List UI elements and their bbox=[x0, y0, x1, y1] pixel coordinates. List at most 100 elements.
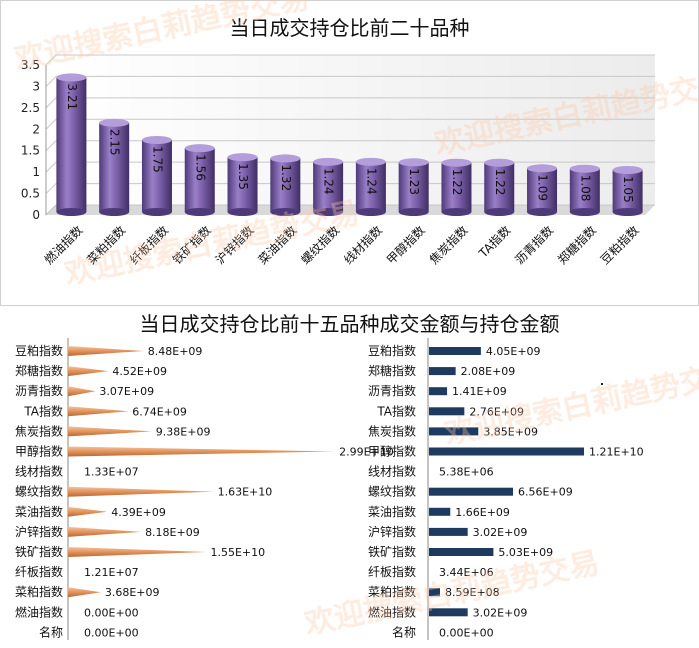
value-label: 3.85E+09 bbox=[483, 425, 538, 438]
bar-value-label: 1.24 bbox=[322, 168, 336, 195]
cone-bar bbox=[68, 426, 152, 437]
category-label: 铁矿指数 bbox=[368, 544, 416, 559]
value-label: 1.55E+10 bbox=[210, 546, 265, 559]
category-label: 线材指数 bbox=[15, 464, 63, 479]
bar-top bbox=[184, 144, 215, 153]
bar-top bbox=[484, 158, 515, 167]
bar bbox=[429, 387, 448, 396]
cone-bar bbox=[68, 386, 96, 397]
bar-top bbox=[141, 136, 172, 144]
category-label: 线材指数 bbox=[368, 464, 416, 479]
category-label: 沪锌指数 bbox=[368, 524, 416, 539]
value-label: 0.00E+00 bbox=[439, 626, 494, 639]
cone-bar bbox=[68, 346, 144, 356]
bar-group: 1.56 bbox=[184, 144, 215, 216]
bar bbox=[429, 588, 441, 597]
category-label: 沪锌指数 bbox=[15, 524, 63, 539]
bar-value-label: 1.22 bbox=[450, 169, 464, 196]
bar-group: 1.24 bbox=[313, 157, 344, 216]
category-label: 菜粕指数 bbox=[368, 584, 416, 599]
bar-base bbox=[270, 208, 301, 216]
bar-base bbox=[227, 208, 258, 216]
category-label: 甲醇指数 bbox=[15, 444, 63, 459]
category-label: 名称 bbox=[392, 624, 416, 639]
bar-value-label: 1.22 bbox=[493, 169, 507, 196]
chart-title-bottom: 当日成交持仓比前十五品种成交金额与持仓金额 bbox=[139, 312, 560, 336]
category-label: 菜油指数 bbox=[15, 504, 63, 519]
bar bbox=[56, 77, 87, 212]
cone-bar bbox=[68, 547, 207, 557]
category-label: 沥青指数 bbox=[15, 383, 63, 398]
bar-top bbox=[612, 166, 643, 174]
bar-base bbox=[569, 208, 600, 216]
bar-value-label: 1.05 bbox=[621, 176, 635, 203]
y-tick-label: 3 bbox=[32, 79, 40, 93]
y-tick-label: 0.5 bbox=[21, 187, 40, 201]
y-tick-label: 1.5 bbox=[21, 144, 40, 158]
category-label: 甲醇指数 bbox=[368, 444, 416, 459]
y-tick-label: 1 bbox=[32, 165, 40, 179]
category-label: 螺纹指数 bbox=[15, 484, 63, 499]
value-label: 4.05E+09 bbox=[486, 345, 541, 358]
category-label: 燃油指数 bbox=[15, 604, 63, 619]
category-label: 纤板指数 bbox=[15, 564, 63, 579]
bar-base bbox=[612, 208, 643, 216]
bar bbox=[398, 162, 429, 212]
bar bbox=[527, 168, 558, 212]
value-label: 3.68E+09 bbox=[105, 586, 160, 599]
chart-title-top: 当日成交持仓比前二十品种 bbox=[229, 16, 470, 40]
value-label: 8.48E+09 bbox=[148, 345, 203, 358]
value-label: 0.00E+00 bbox=[84, 626, 139, 639]
value-label: 5.38E+06 bbox=[439, 466, 494, 479]
cone-bar bbox=[68, 587, 101, 598]
bar bbox=[429, 527, 468, 536]
bar-group: 1.75 bbox=[141, 136, 172, 216]
bar-base bbox=[355, 208, 386, 216]
bar bbox=[429, 548, 494, 556]
category-label: 螺纹指数 bbox=[368, 484, 416, 499]
bar-value-label: 1.08 bbox=[578, 175, 592, 202]
bar-value-label: 2.15 bbox=[108, 129, 122, 156]
bar-base bbox=[441, 208, 472, 216]
category-label: 菜粕指数 bbox=[15, 584, 63, 599]
bar-base bbox=[56, 208, 87, 216]
category-label: 郑糖指数 bbox=[15, 363, 63, 378]
value-label: 3.44E+06 bbox=[439, 566, 494, 579]
bar-base bbox=[484, 208, 515, 216]
category-label: 铁矿指数 bbox=[15, 544, 63, 559]
gridline bbox=[45, 75, 655, 87]
bar-top bbox=[227, 153, 258, 162]
gridline bbox=[45, 97, 655, 109]
bar-top bbox=[441, 158, 472, 167]
category-label: TA指数 bbox=[376, 403, 416, 418]
bar-top bbox=[99, 118, 130, 127]
bar-top bbox=[313, 157, 344, 166]
bar-base bbox=[398, 208, 429, 216]
value-label: 4.52E+09 bbox=[112, 365, 167, 378]
bar bbox=[429, 367, 456, 376]
value-label: 5.03E+09 bbox=[498, 546, 553, 559]
y-tick-label: 2.5 bbox=[21, 101, 40, 115]
bar bbox=[313, 161, 344, 212]
value-label: 1.21E+10 bbox=[589, 446, 644, 459]
bar-base bbox=[99, 208, 130, 216]
bar-top bbox=[56, 73, 87, 82]
value-label: 8.59E+08 bbox=[445, 586, 500, 599]
bar bbox=[270, 158, 301, 212]
bar-top bbox=[527, 164, 558, 173]
gridline bbox=[45, 118, 655, 130]
bar-value-label: 3.21 bbox=[65, 83, 79, 110]
bar-value-label: 1.24 bbox=[364, 168, 378, 195]
bar bbox=[429, 608, 468, 617]
value-label: 1.33E+07 bbox=[84, 466, 139, 479]
category-label: 焦炭指数 bbox=[15, 423, 63, 438]
bar-value-label: 1.75 bbox=[150, 146, 164, 173]
bar-value-label: 1.35 bbox=[236, 163, 250, 190]
bar-group: 1.09 bbox=[527, 164, 558, 216]
value-label: 4.39E+09 bbox=[111, 506, 166, 519]
bar bbox=[141, 140, 172, 212]
value-label: 3.07E+09 bbox=[99, 385, 154, 398]
bar bbox=[429, 427, 479, 436]
